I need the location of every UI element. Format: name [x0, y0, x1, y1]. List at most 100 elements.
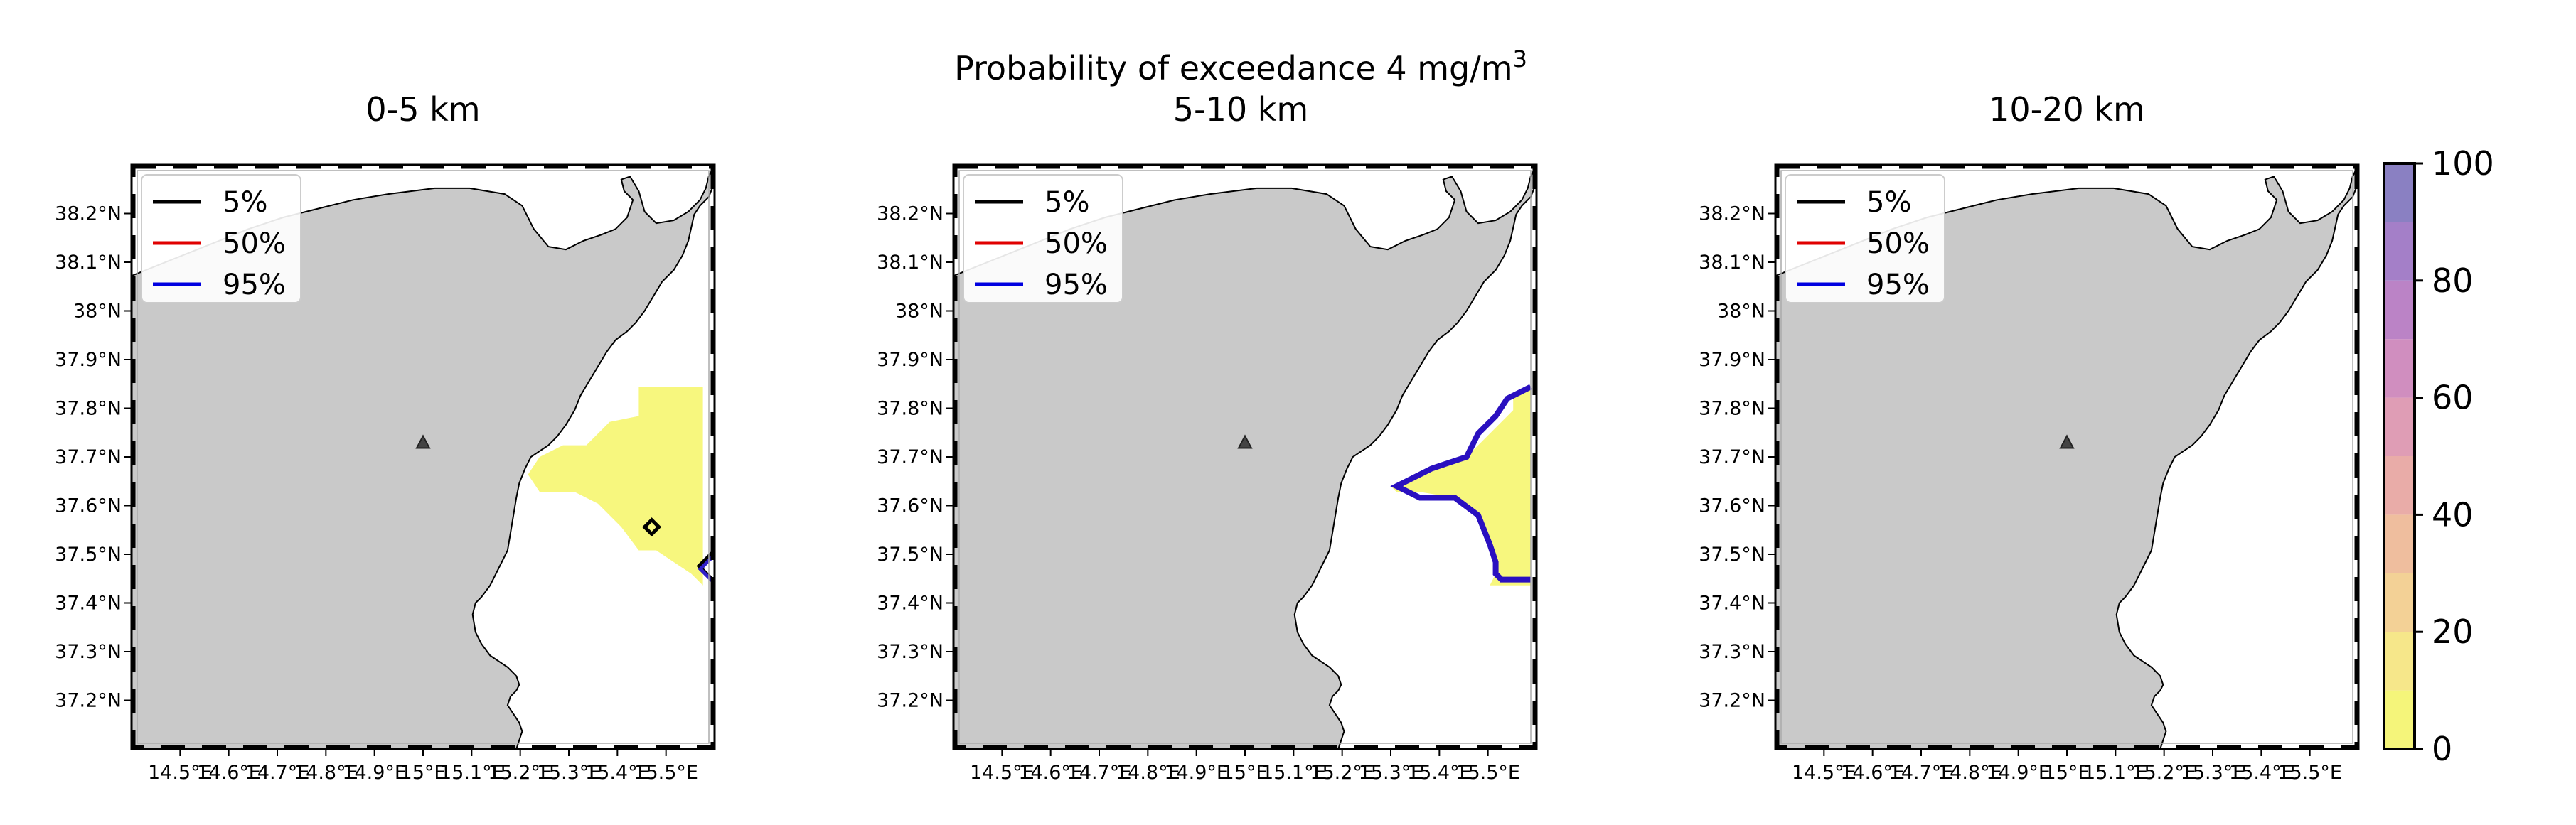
y-tick-label: 37.7°N — [55, 446, 122, 468]
vent-marker — [415, 434, 431, 449]
x-tick-label: 14.7°E — [1889, 762, 1954, 784]
colorbar-band — [2384, 163, 2415, 222]
y-tick-label: 37.8°N — [877, 398, 944, 420]
colorbar-band — [2384, 690, 2415, 749]
map-border-dashes — [952, 163, 1538, 750]
y-tick-label: 38.1°N — [877, 252, 944, 274]
probability-plume — [528, 387, 703, 586]
y-tick-label: 37.8°N — [1699, 398, 1765, 420]
map-inner-frame — [137, 170, 710, 744]
y-tick-label: 37.3°N — [55, 641, 122, 663]
legend: 5% 50% 95% — [1785, 174, 1945, 303]
x-tick-label: 15.5°E — [634, 762, 698, 784]
y-tick-label: 38°N — [1717, 301, 1765, 323]
figure-title-line2: 5-10 km — [1173, 90, 1308, 129]
map-inner-frame — [958, 170, 1532, 744]
x-tick-label: 15.1°E — [1261, 762, 1326, 784]
colorbar-tick-label: 0 — [2432, 730, 2452, 768]
map-border-dashes — [130, 163, 716, 750]
map-panel-1: 0-5 km 14.5°E14.6°E14.7°E14.8°E14.9°E15°E… — [55, 90, 716, 784]
land-coastline — [132, 165, 715, 749]
y-tick-label: 37.5°N — [1699, 544, 1765, 566]
contour-5pct — [642, 517, 662, 537]
x-tick-label: 15.1°E — [439, 762, 504, 784]
x-tick-label: 14.7°E — [1067, 762, 1132, 784]
legend-label: 50% — [223, 227, 286, 260]
y-tick-label: 37.7°N — [1699, 446, 1765, 468]
y-tick-label: 38°N — [895, 301, 944, 323]
x-tick-label: 15°E — [1222, 762, 1268, 784]
y-tick-label: 37.3°N — [1699, 641, 1765, 663]
legend-label: 95% — [1866, 269, 1930, 301]
x-tick-label: 15.5°E — [2277, 762, 2342, 784]
x-tick-label: 14.6°E — [1840, 762, 1905, 784]
x-tick-label: 14.5°E — [970, 762, 1035, 784]
y-tick-label: 38.1°N — [55, 252, 122, 274]
x-tick-label: 14.7°E — [245, 762, 310, 784]
x-tick-label: 15.1°E — [2083, 762, 2148, 784]
y-tick-label: 38.2°N — [877, 203, 944, 225]
y-tick-label: 38°N — [73, 301, 122, 323]
x-tick-label: 14.8°E — [294, 762, 358, 784]
x-tick-label: 15.2°E — [1310, 762, 1374, 784]
y-tick-label: 37.3°N — [877, 641, 944, 663]
vent-marker — [2059, 434, 2075, 449]
y-tick-label: 38.2°N — [1699, 203, 1765, 225]
x-tick-label: 15.4°E — [2229, 762, 2294, 784]
colorbar: 0 20 40 60 80 100 — [2383, 144, 2494, 768]
legend-label: 5% — [1044, 186, 1089, 219]
y-tick-label: 37.8°N — [55, 398, 122, 420]
x-tick-label: 15.3°E — [1359, 762, 1423, 784]
y-tick-label: 37.9°N — [55, 349, 122, 371]
y-tick-label: 37.5°N — [877, 544, 944, 566]
map-panel-2: 5-10 km14.5°E14.6°E14.7°E14.8°E14.9°E15°… — [877, 163, 1538, 784]
y-tick-label: 37.9°N — [1699, 349, 1765, 371]
probability-plume — [1391, 387, 1531, 586]
y-tick-label: 38.1°N — [1699, 252, 1765, 274]
x-tick-label: 15.2°E — [2132, 762, 2196, 784]
panel-title: 10-20 km — [1989, 90, 2145, 129]
x-tick-label: 14.9°E — [1986, 762, 2051, 784]
y-tick-label: 38.2°N — [55, 203, 122, 225]
land-coastline — [953, 165, 1536, 749]
y-tick-label: 37.6°N — [55, 495, 122, 517]
land-coastline — [1775, 165, 2358, 749]
y-tick-label: 37.4°N — [877, 593, 944, 615]
y-tick-label: 37.2°N — [55, 690, 122, 712]
colorbar-band — [2384, 456, 2415, 515]
x-tick-label: 15.5°E — [1455, 762, 1520, 784]
vent-marker — [1237, 434, 1253, 449]
x-tick-label: 14.8°E — [1116, 762, 1180, 784]
x-tick-label: 14.6°E — [196, 762, 261, 784]
legend-label: 5% — [223, 186, 267, 219]
x-tick-label: 15.3°E — [537, 762, 602, 784]
panel-title: 0-5 km — [365, 90, 480, 129]
legend-label: 5% — [1866, 186, 1911, 219]
colorbar-band — [2384, 397, 2415, 456]
x-tick-label: 14.5°E — [1792, 762, 1856, 784]
colorbar-tick-label: 100 — [2432, 144, 2494, 183]
x-tick-label: 15.4°E — [585, 762, 650, 784]
y-tick-label: 37.4°N — [55, 593, 122, 615]
legend-label: 95% — [1044, 269, 1108, 301]
colorbar-tick-label: 80 — [2432, 261, 2474, 300]
x-tick-label: 14.8°E — [1938, 762, 2002, 784]
colorbar-band — [2384, 632, 2415, 691]
x-tick-label: 15.4°E — [1407, 762, 1472, 784]
figure-title: Probability of exceedance 4 mg/m3 — [954, 45, 1527, 87]
y-tick-label: 37.2°N — [1699, 690, 1765, 712]
y-tick-label: 37.5°N — [55, 544, 122, 566]
x-tick-label: 14.6°E — [1018, 762, 1083, 784]
y-tick-label: 37.6°N — [877, 495, 944, 517]
map-border-dashes — [1774, 163, 2360, 750]
y-tick-label: 37.9°N — [877, 349, 944, 371]
colorbar-band — [2384, 514, 2415, 573]
y-tick-label: 37.6°N — [1699, 495, 1765, 517]
x-tick-label: 15°E — [2044, 762, 2090, 784]
colorbar-band — [2384, 222, 2415, 281]
x-tick-label: 14.9°E — [1164, 762, 1229, 784]
x-tick-label: 14.9°E — [342, 762, 407, 784]
colorbar-tick-label: 20 — [2432, 613, 2474, 651]
y-tick-label: 37.2°N — [877, 690, 944, 712]
contour-95pct — [1390, 384, 1532, 583]
